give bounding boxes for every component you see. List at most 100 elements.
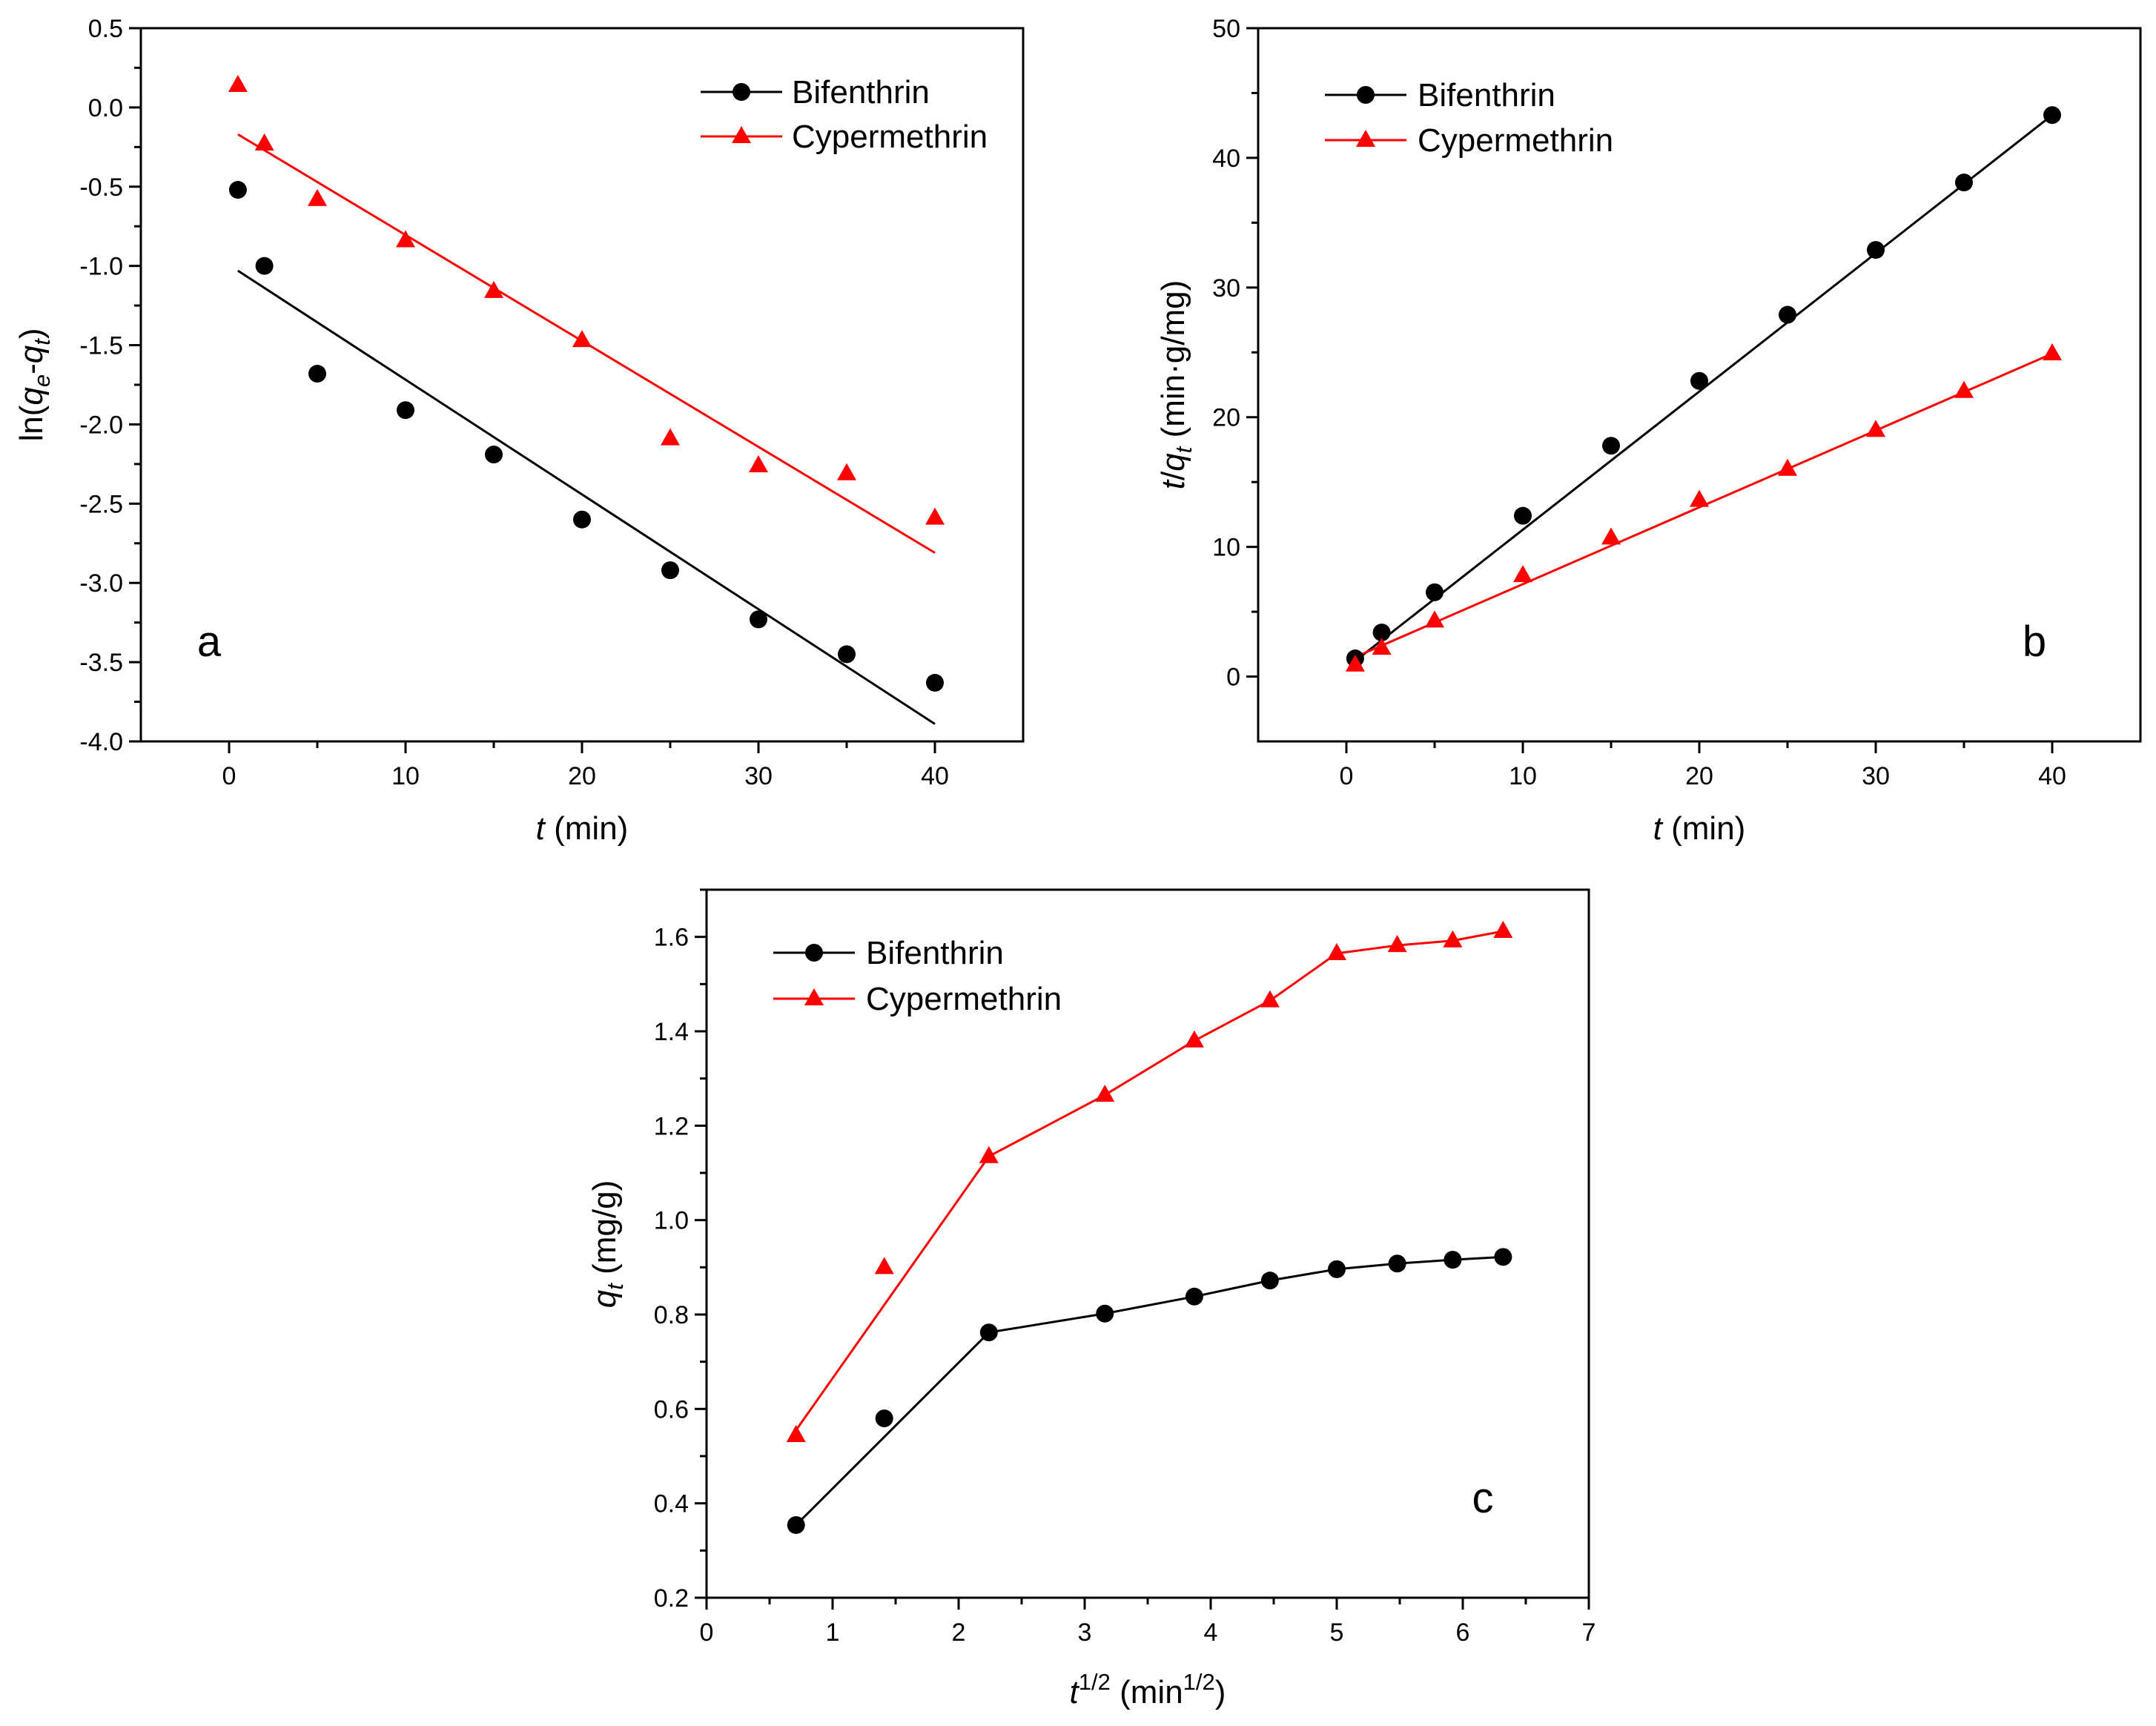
point-bifenthrin [1494, 1248, 1512, 1266]
x-tick-label: 4 [1204, 1618, 1218, 1647]
axis-ticks: 0 1 2 3 4 5 6 7 0.2 0.4 0.6 0.8 1.0 1.2 1.4 1.6 [654, 888, 1596, 1647]
point-cypermethrin [228, 74, 248, 92]
point-cypermethrin [1954, 380, 1974, 398]
point-bifenthrin [1867, 241, 1885, 259]
x-tick-label: 40 [2038, 762, 2066, 790]
point-bifenthrin [1372, 624, 1391, 642]
point-cypermethrin [661, 428, 680, 446]
series-lines [795, 930, 1504, 1527]
point-cypermethrin [1387, 935, 1407, 953]
point-cypermethrin [1184, 1030, 1204, 1048]
fit-line-bifenthrin [237, 269, 936, 725]
point-cypermethrin [2043, 343, 2062, 361]
x-tick-label: 20 [1685, 762, 1713, 790]
y-tick-label: 0.2 [654, 1584, 689, 1613]
point-bifenthrin [1955, 173, 1973, 192]
point-bifenthrin [1185, 1287, 1203, 1306]
point-bifenthrin [926, 673, 944, 692]
y-tick-label: 1.4 [654, 1018, 689, 1046]
point-bifenthrin [1690, 371, 1708, 390]
panel-letter-b: b [2023, 618, 2046, 666]
point-bifenthrin [787, 1515, 805, 1534]
x-tick-label: 0 [700, 1618, 714, 1647]
fit-lines [237, 133, 936, 725]
panel-letter-a: a [197, 618, 222, 666]
point-cypermethrin [1493, 921, 1513, 939]
point-cypermethrin [786, 1424, 806, 1442]
point-cypermethrin [837, 463, 856, 480]
y-axis-title: qt (mg/g) [586, 1180, 628, 1308]
point-bifenthrin [308, 365, 326, 383]
x-tick-label: 40 [921, 762, 949, 790]
legend-marker-cypermethrin [1356, 130, 1375, 147]
point-cypermethrin [484, 280, 503, 298]
point-bifenthrin [1514, 506, 1532, 525]
legend-marker-cypermethrin [732, 126, 751, 143]
x-tick-label: 5 [1330, 1618, 1344, 1647]
point-bifenthrin [750, 610, 767, 629]
legend-label-cypermethrin: Cypermethrin [1418, 122, 1613, 159]
panel-c-chart: 0 1 2 3 4 5 6 7 0.2 0.4 0.6 0.8 1.0 1.2 1.4 1.6 Bifenth… [586, 888, 1596, 1710]
x-tick-label: 7 [1582, 1618, 1596, 1647]
axis-ticks: 0 10 20 30 40 0 10 20 30 40 50 [1212, 15, 2066, 790]
point-cypermethrin [874, 1257, 894, 1274]
y-tick-label: -1.0 [79, 253, 123, 281]
y-tick-label: 10 [1212, 534, 1240, 562]
point-bifenthrin [573, 510, 591, 529]
legend-marker-cypermethrin [804, 988, 824, 1005]
point-bifenthrin [485, 446, 503, 464]
point-bifenthrin [838, 645, 856, 664]
point-cypermethrin [1443, 930, 1463, 948]
x-tick-label: 30 [744, 762, 773, 790]
legend-label-cypermethrin: Cypermethrin [866, 981, 1062, 1017]
point-bifenthrin [1602, 437, 1620, 455]
x-tick-label: 30 [1862, 762, 1890, 790]
point-bifenthrin [1096, 1304, 1114, 1323]
y-tick-label: 50 [1212, 15, 1240, 43]
x-tick-label: 10 [1509, 762, 1537, 790]
point-bifenthrin [1260, 1272, 1279, 1290]
point-cypermethrin [572, 330, 592, 348]
point-bifenthrin [979, 1323, 998, 1342]
point-cypermethrin [396, 230, 415, 248]
point-cypermethrin [254, 133, 274, 151]
y-tick-label: 1.0 [654, 1207, 689, 1235]
point-cypermethrin [1345, 654, 1365, 672]
y-tick-label: -0.5 [79, 173, 123, 202]
y-tick-label: -1.5 [79, 332, 123, 360]
point-bifenthrin [1779, 305, 1796, 324]
y-tick-label: 40 [1212, 145, 1240, 173]
x-tick-label: 1 [826, 1618, 840, 1647]
point-bifenthrin [397, 401, 414, 420]
legend: Bifenthrin Cypermethrin [773, 935, 1062, 1017]
legend-label-bifenthrin: Bifenthrin [792, 74, 930, 110]
point-bifenthrin [1388, 1254, 1406, 1273]
point-cypermethrin [1866, 420, 1885, 437]
y-tick-label: 0.8 [654, 1301, 689, 1329]
y-tick-label: 0.0 [88, 94, 123, 122]
x-tick-label: 6 [1456, 1618, 1470, 1647]
y-axis-title: ln(qe-qt) [13, 328, 55, 441]
x-tick-label: 0 [1340, 762, 1354, 790]
y-tick-label: 0.5 [88, 15, 123, 43]
y-tick-label: 0 [1226, 664, 1240, 692]
y-tick-label: 30 [1212, 274, 1240, 302]
point-cypermethrin [1513, 565, 1532, 583]
point-bifenthrin [1444, 1251, 1462, 1269]
point-cypermethrin [1260, 990, 1280, 1008]
y-tick-label: -3.0 [79, 569, 123, 598]
y-tick-label: -4.0 [79, 728, 123, 756]
x-axis-title: t1/2 (min1/2) [1070, 1669, 1226, 1710]
legend-marker-bifenthrin [733, 83, 750, 101]
point-cypermethrin [749, 455, 768, 473]
point-bifenthrin [2043, 106, 2061, 125]
point-cypermethrin [1778, 458, 1797, 476]
x-axis-title: t (min) [536, 810, 629, 847]
point-bifenthrin [1328, 1260, 1346, 1278]
point-cypermethrin [1372, 638, 1392, 655]
y-tick-label: 0.4 [654, 1490, 689, 1518]
series-line-bifenthrin [795, 1255, 1504, 1527]
y-tick-label: 0.6 [654, 1395, 689, 1424]
panel-b-chart: 0 10 20 30 40 0 10 20 30 40 50 Bifenthrin Cypermet… [1155, 15, 2142, 847]
point-cypermethrin [1327, 942, 1346, 960]
